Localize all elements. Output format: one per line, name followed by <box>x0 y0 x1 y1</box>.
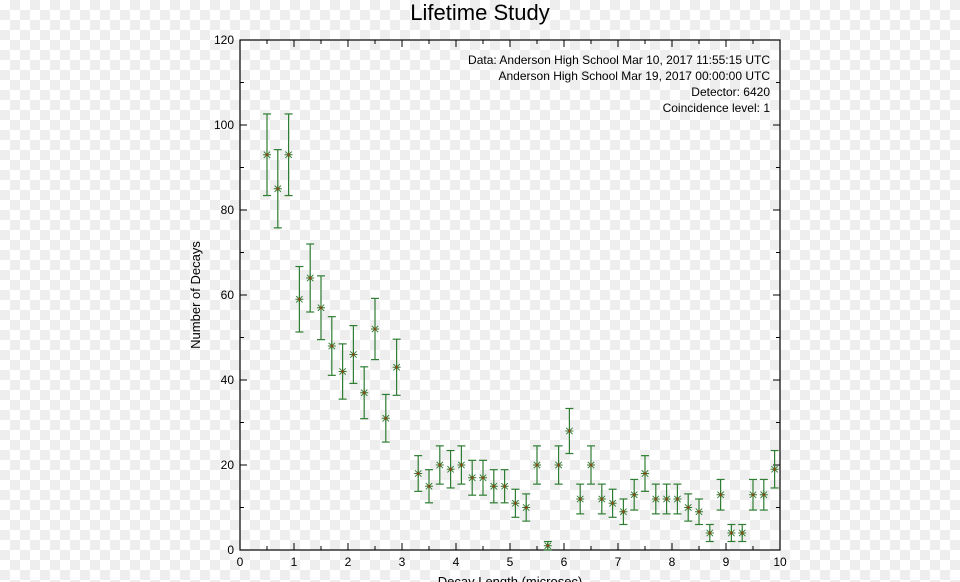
data-point <box>436 461 444 469</box>
data-point <box>263 151 271 159</box>
data-point <box>587 461 595 469</box>
x-axis-label: Decay Length (microsec) <box>438 574 583 582</box>
data-point <box>501 482 509 490</box>
data-point <box>598 495 606 503</box>
svg-text:6: 6 <box>561 555 568 569</box>
data-point <box>511 499 519 507</box>
svg-text:100: 100 <box>214 118 234 132</box>
svg-text:20: 20 <box>221 458 235 472</box>
data-point <box>382 414 390 422</box>
data-point <box>457 461 465 469</box>
y-axis-label: Number of Decays <box>188 241 203 349</box>
data-point <box>695 508 703 516</box>
data-point <box>522 504 530 512</box>
data-point <box>684 504 692 512</box>
data-point <box>727 529 735 537</box>
svg-text:8: 8 <box>669 555 676 569</box>
svg-text:5: 5 <box>507 555 514 569</box>
data-point <box>295 295 303 303</box>
svg-text:120: 120 <box>214 33 234 47</box>
svg-text:60: 60 <box>221 288 235 302</box>
data-point <box>652 495 660 503</box>
data-point <box>555 461 563 469</box>
data-point <box>544 542 552 550</box>
data-point <box>619 508 627 516</box>
annotation-line: Anderson High School Mar 19, 2017 00:00:… <box>499 69 771 83</box>
data-point <box>479 474 487 482</box>
svg-text:0: 0 <box>227 543 234 557</box>
data-point <box>306 274 314 282</box>
svg-text:80: 80 <box>221 203 235 217</box>
data-point <box>749 491 757 499</box>
svg-text:9: 9 <box>723 555 730 569</box>
data-point <box>673 495 681 503</box>
annotation-line: Data: Anderson High School Mar 10, 2017 … <box>468 53 770 67</box>
data-point <box>576 495 584 503</box>
svg-text:7: 7 <box>615 555 622 569</box>
data-point <box>371 325 379 333</box>
svg-text:0: 0 <box>237 555 244 569</box>
data-point <box>425 482 433 490</box>
data-point <box>760 491 768 499</box>
data-point <box>706 529 714 537</box>
data-point <box>468 474 476 482</box>
data-point <box>641 470 649 478</box>
data-point <box>339 368 347 376</box>
data-point <box>630 491 638 499</box>
svg-text:10: 10 <box>773 555 787 569</box>
data-point <box>771 465 779 473</box>
svg-text:3: 3 <box>399 555 406 569</box>
data-point <box>609 499 617 507</box>
data-point <box>565 427 573 435</box>
data-series <box>263 114 779 550</box>
svg-text:40: 40 <box>221 373 235 387</box>
data-point <box>533 461 541 469</box>
data-point <box>717 491 725 499</box>
data-point <box>490 482 498 490</box>
data-point <box>663 495 671 503</box>
data-point <box>360 389 368 397</box>
annotation-line: Detector: 6420 <box>691 85 770 99</box>
chart-annotations: Data: Anderson High School Mar 10, 2017 … <box>468 53 770 115</box>
svg-text:2: 2 <box>345 555 352 569</box>
data-point <box>738 529 746 537</box>
svg-text:4: 4 <box>453 555 460 569</box>
data-point <box>274 185 282 193</box>
data-point <box>349 351 357 359</box>
data-point <box>285 151 293 159</box>
data-point <box>447 465 455 473</box>
data-point <box>393 363 401 371</box>
lifetime-study-chart: Lifetime Study 0 1 2 3 4 5 6 7 8 9 10 0 20 40 60 80 100… <box>160 0 800 582</box>
chart-title: Lifetime Study <box>410 0 549 25</box>
data-point <box>414 470 422 478</box>
svg-text:1: 1 <box>291 555 298 569</box>
data-point <box>317 304 325 312</box>
data-point <box>328 342 336 350</box>
annotation-line: Coincidence level: 1 <box>663 101 771 115</box>
